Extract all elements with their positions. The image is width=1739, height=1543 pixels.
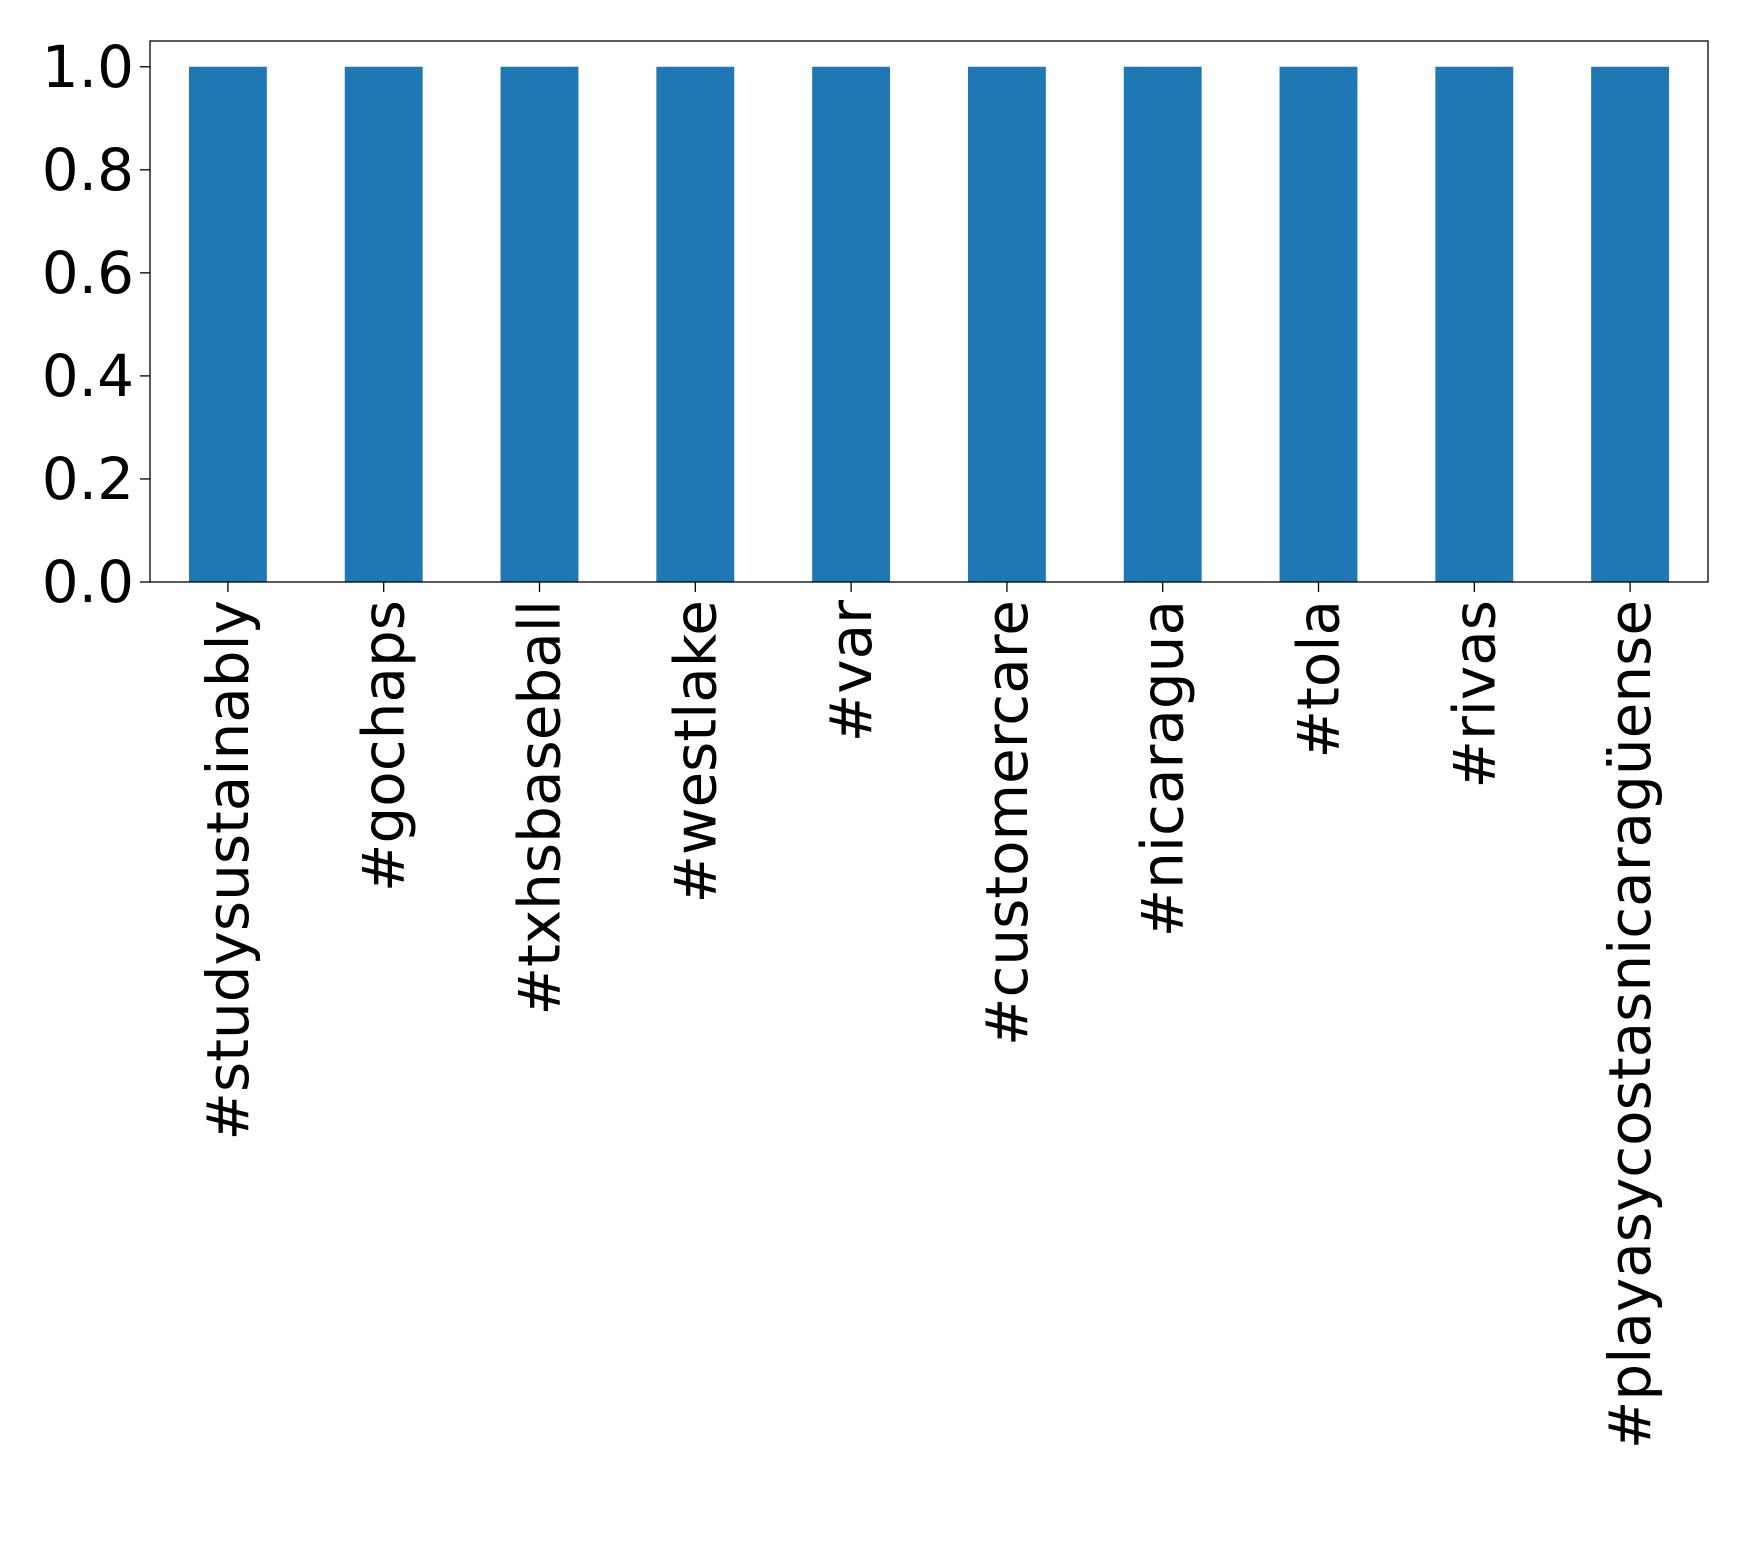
y-tick-label-0: 0.0 bbox=[42, 548, 134, 616]
bar-2 bbox=[500, 66, 579, 582]
x-tick-label-2: #txhsbaseball bbox=[506, 600, 574, 1016]
x-tick-label-5: #customercare bbox=[973, 600, 1041, 1046]
bars-group bbox=[188, 66, 1670, 582]
y-tick-label-4: 0.8 bbox=[42, 136, 134, 204]
x-tick-label-8: #rivas bbox=[1440, 600, 1508, 789]
bar-9 bbox=[1591, 66, 1670, 582]
x-tick-label-0: #studysustainably bbox=[194, 600, 262, 1141]
bar-3 bbox=[656, 66, 735, 582]
x-axis: #studysustainably #gochaps #txhsbaseball #w… bbox=[194, 582, 1664, 1449]
x-tick-label-6: #nicaragua bbox=[1129, 600, 1197, 937]
x-tick-label-7: #tola bbox=[1285, 600, 1353, 758]
y-axis: 0.0 0.2 0.4 0.6 0.8 1.0 bbox=[42, 33, 150, 616]
bar-7 bbox=[1279, 66, 1358, 582]
bar-8 bbox=[1435, 66, 1514, 582]
bar-6 bbox=[1123, 66, 1202, 582]
x-tick-label-1: #gochaps bbox=[350, 600, 418, 892]
bar-1 bbox=[344, 66, 423, 582]
y-tick-label-1: 0.2 bbox=[42, 445, 134, 513]
bar-4 bbox=[812, 66, 891, 582]
y-tick-label-2: 0.4 bbox=[42, 342, 134, 410]
x-tick-label-9: #playasycostasnicaragüense bbox=[1596, 600, 1664, 1449]
bar-0 bbox=[188, 66, 267, 582]
x-tick-label-3: #westlake bbox=[661, 600, 729, 904]
bar-5 bbox=[967, 66, 1046, 582]
y-tick-label-3: 0.6 bbox=[42, 239, 134, 307]
x-tick-label-4: #var bbox=[817, 600, 885, 742]
plot-frame bbox=[149, 40, 1709, 583]
y-tick-label-5: 1.0 bbox=[42, 33, 134, 101]
